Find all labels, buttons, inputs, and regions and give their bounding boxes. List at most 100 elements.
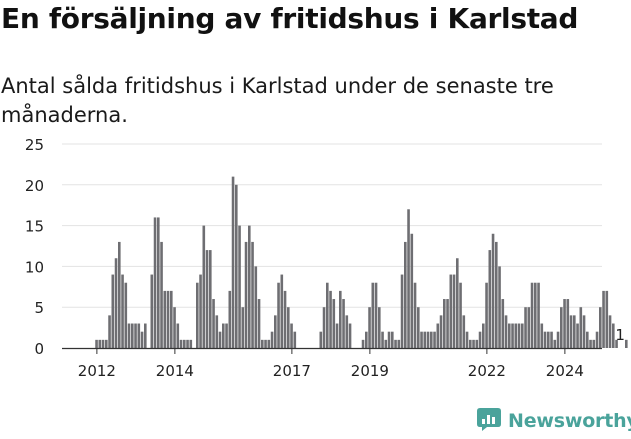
bar [231, 176, 235, 348]
bar [491, 233, 495, 348]
bar [391, 331, 394, 348]
bar [254, 266, 258, 348]
bar [534, 282, 537, 348]
bar [209, 250, 212, 348]
x-tick-label: 2014 [156, 362, 194, 380]
bar [108, 315, 111, 348]
bar [417, 307, 420, 348]
bar [157, 217, 160, 348]
y-tick-label: 25 [25, 136, 44, 154]
bar [319, 331, 323, 348]
y-tick-label: 0 [34, 340, 44, 358]
bar [267, 339, 271, 348]
bar [456, 258, 459, 348]
bar [212, 299, 215, 348]
bar [365, 331, 368, 348]
bar [482, 323, 485, 348]
bar [251, 241, 254, 348]
newsworthy-logo: Newsworthy [476, 406, 631, 436]
bar [387, 331, 391, 348]
bar [521, 323, 524, 348]
x-axis [62, 347, 602, 354]
bar [459, 282, 462, 348]
bar [140, 331, 144, 348]
bar [134, 323, 137, 348]
bar [290, 323, 293, 348]
bar [98, 339, 102, 348]
x-tick-label: 2017 [273, 362, 311, 380]
bar [436, 323, 440, 348]
bar [407, 209, 410, 348]
x-axis-tick-labels: 2012 2014 2017 2019 2022 2024 [78, 362, 584, 380]
bar [420, 331, 423, 348]
bar [576, 323, 579, 348]
bar [553, 339, 557, 348]
bar [368, 307, 371, 348]
bar [501, 299, 505, 348]
bar [205, 250, 209, 348]
bar [612, 323, 615, 348]
bar [527, 307, 531, 348]
bar [605, 290, 609, 348]
bar [465, 331, 469, 348]
bar [186, 339, 189, 348]
bar [514, 323, 518, 348]
bar [218, 331, 222, 348]
bar [163, 290, 167, 348]
bar [495, 241, 498, 348]
bar [384, 339, 388, 348]
bar [615, 339, 618, 348]
bar [95, 339, 98, 348]
bar [488, 250, 492, 348]
gridlines [62, 143, 602, 308]
bar [410, 233, 414, 348]
bar [430, 331, 433, 348]
bar [228, 290, 232, 348]
bar [248, 225, 251, 348]
x-tick-label: 2022 [468, 362, 506, 380]
bar [413, 282, 417, 348]
bar [595, 331, 599, 348]
bar [335, 323, 339, 348]
bar [124, 282, 128, 348]
bar [426, 331, 430, 348]
bar [400, 274, 404, 348]
bar [241, 307, 245, 348]
chart-title: En försäljning av fritidshus i Karlstad [1, 2, 579, 35]
bar [556, 331, 560, 348]
bar [189, 339, 193, 348]
bar [235, 184, 238, 348]
bar [176, 323, 180, 348]
bar [244, 241, 248, 348]
bar [592, 339, 596, 348]
bar [449, 274, 453, 348]
x-tick-label: 2024 [546, 362, 584, 380]
bar [475, 339, 479, 348]
bar [374, 282, 378, 348]
brand-name: Newsworthy [508, 410, 631, 432]
bar [530, 282, 534, 348]
y-tick-label: 10 [25, 258, 44, 276]
bar [478, 331, 482, 348]
bar [599, 307, 602, 348]
bar [361, 339, 365, 348]
bar [202, 225, 206, 348]
y-tick-label: 15 [25, 218, 44, 236]
bar [127, 323, 131, 348]
bar [225, 323, 228, 348]
bar [270, 331, 274, 348]
annotations: 1 [615, 326, 625, 344]
bar [183, 339, 186, 348]
bar [517, 323, 521, 348]
bar [579, 307, 583, 348]
bar [137, 323, 141, 348]
bar [166, 290, 170, 348]
bar [560, 307, 563, 348]
bar [439, 315, 443, 348]
bar [498, 266, 501, 348]
chart-subtitle: Antal sålda fritidshus i Karlstad under … [1, 74, 554, 127]
bar [504, 315, 508, 348]
bar [277, 282, 280, 348]
bar [381, 331, 384, 348]
bar [121, 274, 124, 348]
